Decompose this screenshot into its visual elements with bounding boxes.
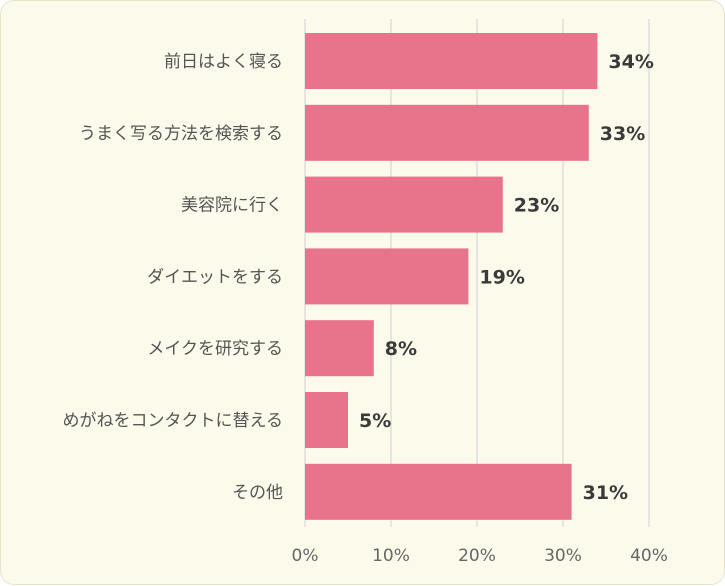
bar	[305, 176, 503, 233]
value-label: 5%	[359, 410, 391, 432]
value-label: 19%	[479, 266, 524, 288]
x-tick-label: 30%	[544, 546, 582, 566]
x-tick-label: 0%	[292, 546, 319, 566]
category-label: ダイエットをする	[147, 267, 283, 287]
value-labels: 34% 33% 23% 19% 8% 5% 31%	[359, 51, 654, 504]
category-label: 前日はよく寝る	[164, 51, 283, 72]
category-labels: 前日はよく寝るうまく写る方法を検索する美容院に行くダイエットをするメイクを研究す…	[63, 51, 284, 503]
bar	[305, 104, 589, 161]
value-label: 31%	[583, 482, 628, 504]
bar	[305, 392, 348, 448]
category-label: 美容院に行く	[181, 196, 283, 216]
value-label: 33%	[600, 123, 645, 145]
value-label: 34%	[608, 51, 653, 73]
bar	[305, 33, 598, 89]
x-tick-label: 20%	[458, 546, 496, 566]
category-label: うまく写る方法を検索する	[79, 124, 283, 144]
category-label: その他	[232, 483, 283, 503]
bars	[305, 33, 598, 520]
value-label: 23%	[514, 195, 559, 217]
category-label: めがねをコンタクトに替える	[63, 411, 284, 431]
category-label: メイクを研究する	[147, 339, 283, 359]
bar	[305, 463, 572, 520]
bar	[305, 248, 469, 305]
value-label: 8%	[385, 338, 417, 360]
bar	[305, 320, 374, 377]
x-tick-label: 10%	[372, 546, 410, 566]
x-axis-tick-labels: 0% 10% 20% 30% 40%	[292, 546, 668, 566]
x-tick-label: 40%	[630, 546, 668, 566]
